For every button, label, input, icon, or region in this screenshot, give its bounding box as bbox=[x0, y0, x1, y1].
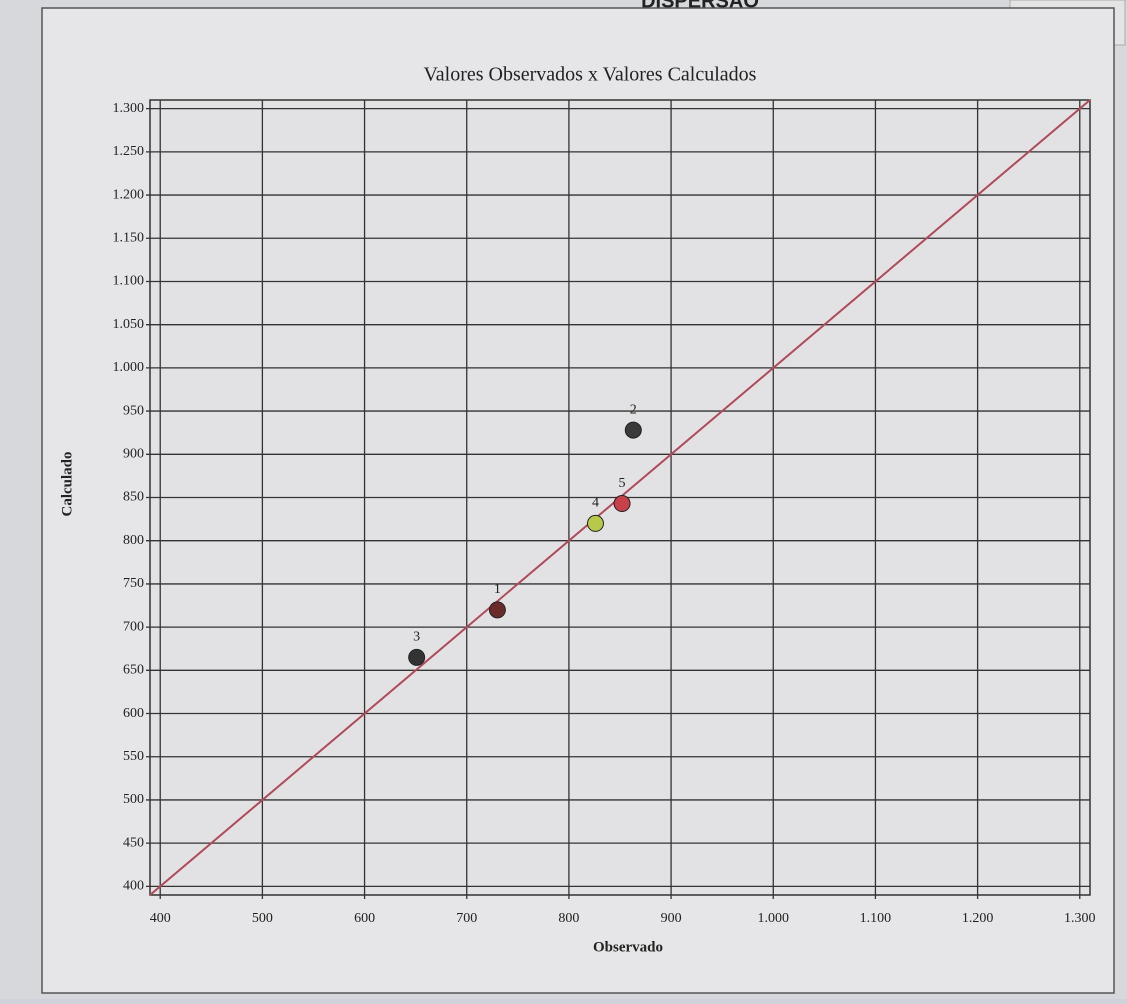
x-tick-label: 600 bbox=[354, 911, 375, 926]
y-tick-label: 1.250 bbox=[113, 144, 145, 159]
point-label: 4 bbox=[592, 496, 599, 511]
y-tick-label: 550 bbox=[123, 749, 144, 764]
y-tick-label: 1.200 bbox=[113, 187, 145, 202]
y-tick-label: 600 bbox=[123, 706, 144, 721]
point bbox=[614, 496, 630, 512]
point bbox=[409, 649, 425, 665]
point-label: 3 bbox=[413, 630, 420, 645]
y-tick-label: 900 bbox=[123, 447, 144, 462]
x-tick-label: 1.200 bbox=[962, 911, 994, 926]
y-tick-label: 400 bbox=[123, 879, 144, 894]
point bbox=[625, 422, 641, 438]
point bbox=[489, 602, 505, 618]
point-label: 1 bbox=[494, 582, 501, 597]
point-label: 2 bbox=[630, 402, 637, 417]
y-tick-label: 750 bbox=[123, 576, 144, 591]
x-axis-label: Observado bbox=[593, 939, 663, 955]
x-tick-label: 1.300 bbox=[1064, 911, 1096, 926]
y-tick-label: 850 bbox=[123, 490, 144, 505]
y-tick-label: 500 bbox=[123, 792, 144, 807]
point-label: 5 bbox=[619, 476, 626, 491]
chart: DISPERSÃO Valores Observados x Valores C… bbox=[0, 0, 1127, 999]
y-tick-label: 1.100 bbox=[113, 274, 145, 289]
chart-title: Valores Observados x Valores Calculados bbox=[424, 64, 757, 86]
page: DISPERSÃO Valores Observados x Valores C… bbox=[0, 0, 1127, 1004]
x-tick-label: 1.000 bbox=[758, 911, 790, 926]
y-tick-label: 1.300 bbox=[113, 101, 145, 116]
x-tick-label: 900 bbox=[661, 911, 682, 926]
x-tick-label: 500 bbox=[252, 911, 273, 926]
y-axis-label: Calculado bbox=[59, 451, 75, 516]
x-tick-label: 800 bbox=[558, 911, 579, 926]
x-tick-label: 1.100 bbox=[860, 911, 892, 926]
point bbox=[587, 515, 603, 531]
y-tick-label: 1.150 bbox=[113, 230, 145, 245]
x-tick-label: 700 bbox=[456, 911, 477, 926]
y-tick-label: 1.000 bbox=[113, 360, 145, 375]
y-tick-label: 950 bbox=[123, 403, 144, 418]
y-tick-label: 650 bbox=[123, 663, 144, 678]
y-tick-label: 800 bbox=[123, 533, 144, 548]
y-tick-label: 1.050 bbox=[113, 317, 145, 332]
y-tick-label: 450 bbox=[123, 835, 144, 850]
x-tick-label: 400 bbox=[150, 911, 171, 926]
y-tick-label: 700 bbox=[123, 619, 144, 634]
